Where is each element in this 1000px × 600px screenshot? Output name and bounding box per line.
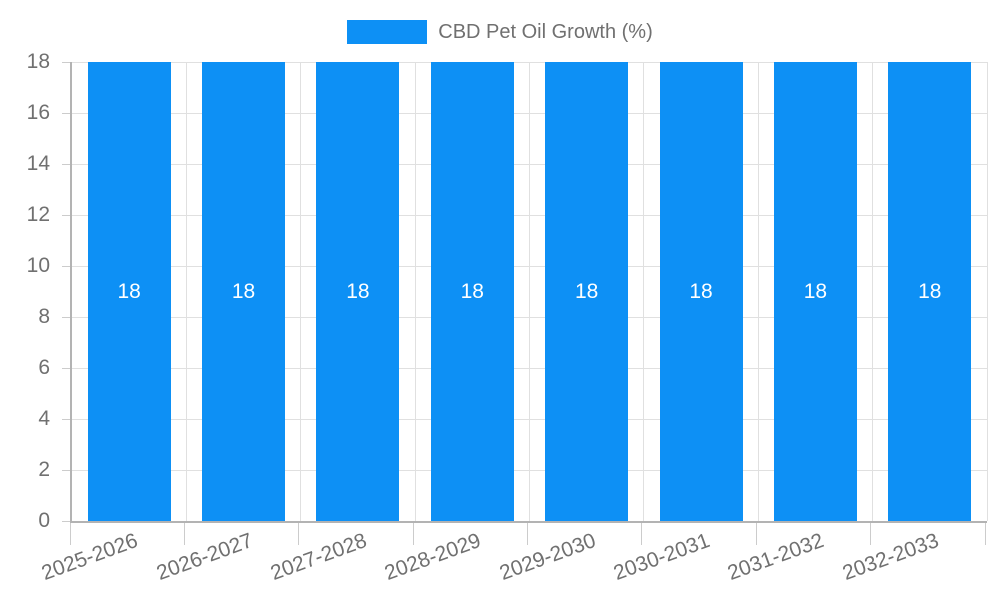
y-axis-tick [62,316,70,318]
y-tick-label: 4 [38,407,50,430]
y-tick-label: 14 [26,152,50,175]
y-axis-tick [62,418,70,420]
gridline-vertical [872,62,874,521]
bar[interactable]: 18 [888,62,972,521]
x-axis-tick [298,523,300,545]
legend-swatch-icon [347,20,428,44]
x-tick-label: 2032-2033 [839,529,942,585]
x-tick-label: 2025-2026 [38,529,142,585]
y-axis-tick [62,163,70,165]
x-axis-tick [183,523,185,545]
gridline-vertical [986,62,988,521]
bar[interactable]: 18 [430,62,514,521]
y-axis-tick [62,214,70,216]
x-axis-tick [527,523,528,545]
bar[interactable]: 18 [659,62,743,521]
y-axis-tick [62,265,70,267]
gridline-vertical [414,62,416,521]
bar-value-label: 18 [575,279,599,303]
gridline-vertical [185,62,187,521]
y-tick-label: 16 [26,101,50,124]
x-tick-label: 2027-2028 [267,529,370,585]
gridline-vertical [300,62,302,521]
y-axis-tick [62,112,70,114]
x-axis-tick [641,523,643,545]
y-tick-label: 6 [38,356,50,379]
bar[interactable]: 18 [773,62,857,521]
y-tick-label: 10 [26,254,50,277]
y-axis-tick [62,520,70,522]
x-axis-tick [870,523,872,545]
x-axis-tick [69,523,71,545]
x-axis-tick [412,523,414,545]
bar-value-label: 18 [460,279,484,303]
y-axis-tick [62,367,70,369]
x-tick-label: 2030-2031 [610,529,713,585]
x-tick-label: 2026-2027 [153,529,256,585]
gridline-vertical [529,62,530,521]
y-axis-tick [62,469,70,471]
gridline-vertical [757,62,759,521]
bar-value-label: 18 [689,279,713,303]
x-tick-label: 2031-2032 [725,529,828,585]
y-tick-label: 2 [38,458,50,481]
x-tick-label: 2029-2030 [496,529,599,585]
bar[interactable]: 18 [316,62,400,521]
x-axis-tick [984,523,986,545]
y-tick-label: 12 [26,203,50,226]
y-tick-label: 0 [38,509,50,532]
bar-value-label: 18 [231,279,256,303]
y-axis-tick [62,61,70,63]
gridline-vertical [643,62,645,521]
plot-area: 18 18 18 18 18 18 18 18 [62,61,988,523]
legend-label: CBD Pet Oil Growth (%) [438,21,653,43]
bar-value-label: 18 [346,279,370,303]
bar[interactable]: 18 [545,62,629,521]
y-tick-label: 18 [26,50,50,73]
bar[interactable]: 18 [87,62,171,521]
x-axis-tick [755,523,757,545]
legend[interactable]: CBD Pet Oil Growth (%) [0,20,1000,44]
bar[interactable]: 18 [202,62,286,521]
x-tick-label: 2028-2029 [381,529,485,585]
bar-value-label: 18 [117,279,141,303]
y-tick-label: 8 [38,305,50,328]
bar-value-label: 18 [918,279,942,303]
bar-value-label: 18 [803,279,828,303]
